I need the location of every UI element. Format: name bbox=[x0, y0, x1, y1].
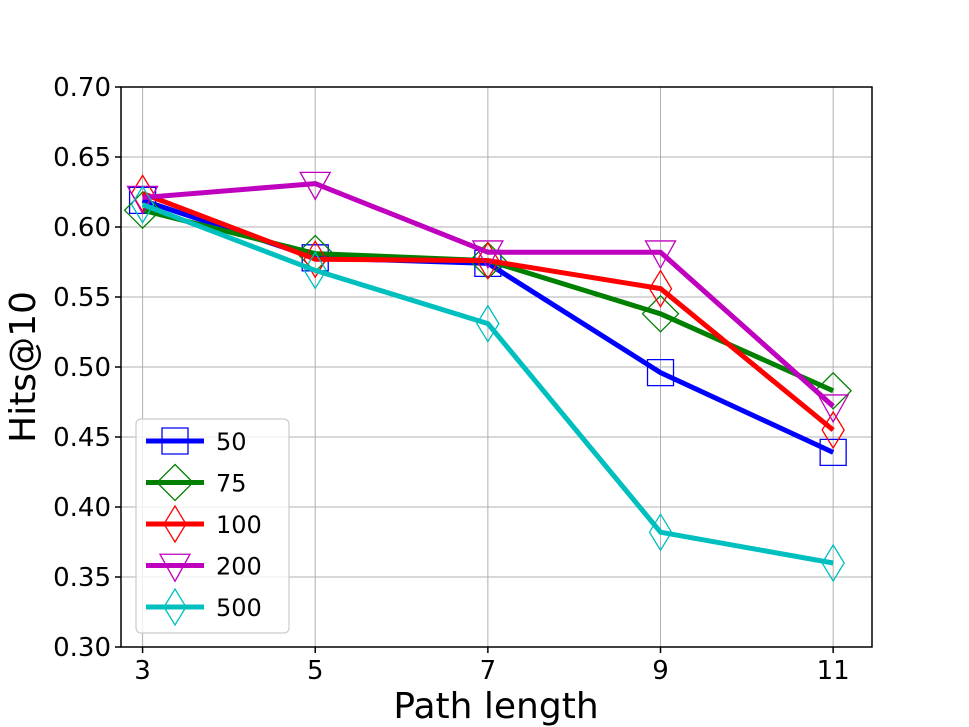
series-line-100 bbox=[141, 191, 835, 432]
x-tick-labels: 3 5 7 9 11 bbox=[134, 647, 850, 686]
legend-label: 200 bbox=[216, 553, 262, 581]
legend-marker bbox=[163, 504, 187, 544]
legend: 50 75 100 200 500 bbox=[135, 418, 290, 634]
data-point-50 bbox=[819, 438, 847, 467]
y-tick-label: 0.60 bbox=[53, 213, 111, 243]
grid-lines bbox=[121, 86, 872, 648]
legend-label: 75 bbox=[216, 470, 247, 498]
y-tick-label: 0.65 bbox=[53, 143, 111, 173]
data-point-50 bbox=[646, 358, 675, 387]
x-tick-label: 11 bbox=[817, 656, 850, 686]
series-line-200 bbox=[142, 181, 835, 409]
legend-marker bbox=[156, 463, 194, 502]
data-point-200 bbox=[817, 394, 850, 424]
data-point-500 bbox=[476, 304, 500, 343]
legend-label: 100 bbox=[216, 511, 262, 539]
y-tick-label: 0.30 bbox=[53, 633, 111, 663]
data-point-200 bbox=[299, 171, 332, 201]
series-500 bbox=[130, 185, 845, 583]
legend-marker bbox=[158, 553, 192, 583]
legend-marker bbox=[161, 427, 189, 455]
data-point-100 bbox=[303, 239, 327, 279]
legend-item-50: 50 bbox=[146, 427, 247, 456]
y-tick-label: 0.70 bbox=[53, 73, 111, 103]
data-point-200 bbox=[471, 240, 504, 270]
data-point-75 bbox=[814, 371, 853, 410]
y-axis-label: Hits@10 bbox=[3, 291, 44, 443]
data-point-500 bbox=[648, 512, 673, 552]
x-tick-label: 5 bbox=[307, 656, 324, 686]
y-tick-label: 0.55 bbox=[53, 283, 111, 313]
y-tick-label: 0.40 bbox=[53, 493, 111, 523]
legend-label: 500 bbox=[216, 594, 262, 622]
data-point-100 bbox=[821, 410, 845, 450]
data-point-500 bbox=[303, 251, 327, 290]
data-point-100 bbox=[648, 269, 673, 308]
legend-item-100: 100 bbox=[146, 504, 262, 544]
y-tick-label: 0.45 bbox=[53, 423, 111, 453]
x-tick-label: 3 bbox=[134, 656, 151, 686]
data-point-75 bbox=[123, 191, 162, 230]
x-tick-label: 9 bbox=[652, 656, 669, 686]
legend-label: 50 bbox=[216, 428, 247, 456]
data-point-75 bbox=[641, 294, 680, 333]
y-tick-label: 0.35 bbox=[53, 563, 111, 593]
data-point-500 bbox=[130, 185, 155, 224]
x-axis-label: Path length bbox=[393, 686, 598, 727]
y-tick-labels: 0.30 0.35 0.40 0.45 0.50 0.55 0.60 0.65 0.70 bbox=[53, 73, 121, 663]
legend-item-75: 75 bbox=[146, 463, 247, 502]
data-point-100 bbox=[130, 174, 155, 213]
series-layer bbox=[123, 171, 853, 583]
legend-marker bbox=[163, 587, 187, 627]
series-line-500 bbox=[141, 202, 834, 566]
legend-item-500: 500 bbox=[146, 587, 262, 627]
data-point-500 bbox=[821, 543, 845, 583]
legend-item-200: 200 bbox=[146, 553, 262, 583]
data-point-50 bbox=[301, 244, 329, 272]
y-tick-label: 0.50 bbox=[53, 353, 111, 383]
series-100 bbox=[130, 174, 845, 450]
data-point-200 bbox=[644, 240, 677, 270]
x-tick-label: 7 bbox=[480, 656, 497, 686]
